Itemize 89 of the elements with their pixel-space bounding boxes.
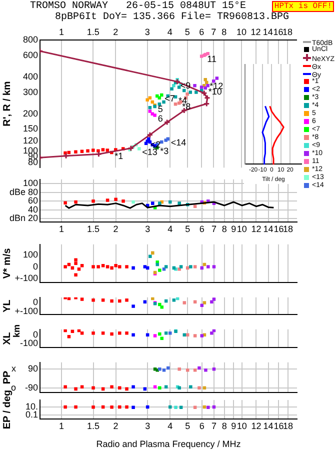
y-tick-label: 0 bbox=[32, 329, 38, 340]
y-tick-label: 40 bbox=[28, 204, 38, 214]
text: <7 bbox=[164, 93, 175, 104]
x-tick-label: 12 bbox=[250, 27, 261, 38]
x-tick-label: 4 bbox=[168, 420, 173, 431]
x-tick-label: 2 bbox=[113, 224, 118, 234]
y-tick-label: +-100 bbox=[14, 272, 38, 283]
x-tick-label: 7 bbox=[211, 224, 216, 234]
y-tick-label: 120 bbox=[22, 136, 38, 146]
y-tick-label: dBe 80 bbox=[9, 186, 38, 197]
x-tick-label: 18 bbox=[282, 224, 293, 234]
x-tick-label: 3 bbox=[144, 27, 150, 38]
x-tick-label: 5 bbox=[184, 27, 190, 38]
x-tick-label: 18 bbox=[282, 27, 292, 38]
x-tick-label: 3 bbox=[145, 420, 150, 431]
x-tick-label: 10 bbox=[236, 420, 247, 431]
y-tick-label: 100 bbox=[22, 178, 38, 188]
y-tick-label: +-100 bbox=[14, 306, 38, 316]
y-tick-label: 800 bbox=[22, 34, 38, 44]
x-tick-label: 4 bbox=[167, 27, 172, 38]
x-tick-label: 7 bbox=[211, 27, 216, 38]
y-tick-label: 10. bbox=[25, 401, 38, 412]
x-tick-label: 1 bbox=[58, 27, 64, 38]
y-tick-label: 0.1 bbox=[25, 409, 38, 420]
x-tick-label: 3 bbox=[145, 224, 150, 234]
text: o bbox=[10, 382, 16, 392]
y-axis-title: EP / deg bbox=[2, 390, 13, 430]
x-tick-label: 12 bbox=[251, 224, 262, 234]
x-tick-label: 14 bbox=[263, 420, 274, 431]
y-axis-title: XL bbox=[2, 332, 13, 345]
y-axis-title: PP bbox=[2, 370, 13, 384]
x-tick-label: 12 bbox=[251, 420, 262, 431]
x-tick-label: 10 bbox=[236, 224, 247, 234]
text: 5 bbox=[158, 104, 163, 114]
text: <13 bbox=[142, 147, 158, 158]
y-tick-label: 80 bbox=[28, 157, 38, 168]
x-tick-label: 16 bbox=[274, 420, 284, 431]
text: *3 bbox=[160, 146, 169, 156]
text: <14 bbox=[170, 137, 186, 148]
x-tick-label: 1.5 bbox=[87, 420, 100, 431]
x-tick-label: 9 bbox=[231, 420, 236, 431]
y-tick-label: 60 bbox=[28, 196, 38, 206]
x-tick-label: 1 bbox=[58, 420, 64, 431]
y-tick-label: 300 bbox=[22, 86, 38, 97]
y-tick-label: 90 bbox=[28, 364, 38, 374]
y-tick-label: 600 bbox=[22, 50, 38, 60]
y-tick-label: 0 bbox=[32, 261, 38, 272]
x-tick-label: 8 bbox=[222, 27, 227, 38]
x-tick-label: 2 bbox=[113, 420, 118, 431]
x-tick-label: 6 bbox=[199, 27, 204, 38]
x-tick-label: 4 bbox=[168, 224, 173, 234]
x-tick-label: 14 bbox=[263, 224, 274, 234]
x-tick-label: 5 bbox=[185, 224, 190, 234]
y-tick-label: -100 bbox=[20, 338, 38, 348]
y-tick-label: -90 bbox=[24, 382, 38, 392]
text: 6 bbox=[158, 114, 163, 124]
x-tick-label: 7 bbox=[211, 420, 216, 431]
y-axis-title: YL bbox=[2, 300, 13, 312]
x-tick-label: 9 bbox=[231, 224, 236, 234]
x-tick-label: 6 bbox=[199, 224, 204, 234]
x-tick-label: 6 bbox=[199, 420, 204, 431]
x-tick-label: 18 bbox=[282, 420, 293, 431]
x-tick-label: 16 bbox=[273, 27, 284, 38]
x-tick-label: 14 bbox=[262, 27, 273, 38]
y-tick-label: dBn 20 bbox=[9, 213, 38, 224]
x-tick-label: 1.5 bbox=[86, 27, 100, 38]
x-tick-label: 8 bbox=[222, 420, 227, 431]
x-axis-title: Radio and Plasma Frequency / MHz bbox=[96, 439, 242, 450]
text: *1 bbox=[114, 150, 124, 161]
text: 11 bbox=[207, 54, 216, 64]
chart-title: TROMSO NORWAY 26-05-15 0848UT 15°E bbox=[30, 1, 246, 12]
x-tick-label: 2 bbox=[113, 27, 118, 38]
x-tick-label: 10 bbox=[236, 27, 247, 38]
text: HPTx is OFF! bbox=[272, 1, 334, 12]
text: x bbox=[12, 364, 16, 374]
y-tick-label: 0 bbox=[32, 297, 38, 308]
x-tick-label: 16 bbox=[274, 224, 284, 234]
chart-subtitle: 8pBP6It DoY= 135.366 File= TR960813.BPG bbox=[55, 12, 290, 23]
x-tick-label: 5 bbox=[185, 420, 190, 431]
y-tick-label: 200 bbox=[22, 108, 38, 118]
y-axis-title: V* m/s bbox=[2, 248, 13, 279]
text: km bbox=[11, 324, 22, 338]
y-tick-label: 400 bbox=[22, 71, 38, 82]
y-tick-label: 100 bbox=[22, 250, 38, 260]
x-tick-label: 1.5 bbox=[87, 224, 100, 234]
x-tick-label: 8 bbox=[222, 224, 227, 234]
x-tick-label: 1 bbox=[58, 224, 64, 234]
y-tick-label: 150 bbox=[22, 124, 38, 134]
y-axis-title: R', R / km bbox=[2, 81, 13, 126]
